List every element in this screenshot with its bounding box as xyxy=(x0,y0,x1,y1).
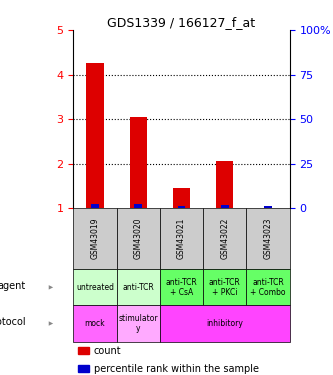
Bar xyxy=(134,204,142,208)
Bar xyxy=(221,205,229,208)
FancyBboxPatch shape xyxy=(73,306,117,342)
Title: GDS1339 / 166127_f_at: GDS1339 / 166127_f_at xyxy=(108,16,255,29)
Bar xyxy=(216,161,233,208)
Bar xyxy=(78,365,90,372)
Text: percentile rank within the sample: percentile rank within the sample xyxy=(94,364,259,374)
FancyBboxPatch shape xyxy=(246,208,290,269)
Text: GSM43022: GSM43022 xyxy=(220,218,229,259)
Text: count: count xyxy=(94,346,122,355)
FancyBboxPatch shape xyxy=(160,306,290,342)
Text: anti-TCR
+ CsA: anti-TCR + CsA xyxy=(166,278,197,297)
FancyBboxPatch shape xyxy=(117,269,160,306)
Text: anti-TCR: anti-TCR xyxy=(122,283,154,292)
Text: anti-TCR
+ PKCi: anti-TCR + PKCi xyxy=(209,278,241,297)
Bar xyxy=(130,117,147,208)
FancyBboxPatch shape xyxy=(117,208,160,269)
FancyBboxPatch shape xyxy=(246,269,290,306)
FancyBboxPatch shape xyxy=(203,208,246,269)
Text: anti-TCR
+ Combo: anti-TCR + Combo xyxy=(250,278,286,297)
Bar xyxy=(78,347,90,354)
Bar xyxy=(86,63,104,208)
Text: GSM43021: GSM43021 xyxy=(177,218,186,259)
FancyBboxPatch shape xyxy=(203,269,246,306)
Text: untreated: untreated xyxy=(76,283,114,292)
Text: GSM43019: GSM43019 xyxy=(90,218,100,259)
Text: inhibitory: inhibitory xyxy=(206,319,243,328)
Text: GSM43020: GSM43020 xyxy=(134,218,143,259)
Bar xyxy=(173,188,190,208)
Bar xyxy=(177,206,185,208)
Text: protocol: protocol xyxy=(0,317,26,327)
Bar xyxy=(264,206,272,208)
FancyBboxPatch shape xyxy=(160,269,203,306)
Bar xyxy=(91,204,99,208)
Text: agent: agent xyxy=(0,280,26,291)
Text: mock: mock xyxy=(85,319,105,328)
FancyBboxPatch shape xyxy=(160,208,203,269)
FancyBboxPatch shape xyxy=(117,306,160,342)
Text: stimulator
y: stimulator y xyxy=(119,314,158,333)
FancyBboxPatch shape xyxy=(73,269,117,306)
FancyBboxPatch shape xyxy=(73,208,117,269)
Text: GSM43023: GSM43023 xyxy=(263,218,273,259)
